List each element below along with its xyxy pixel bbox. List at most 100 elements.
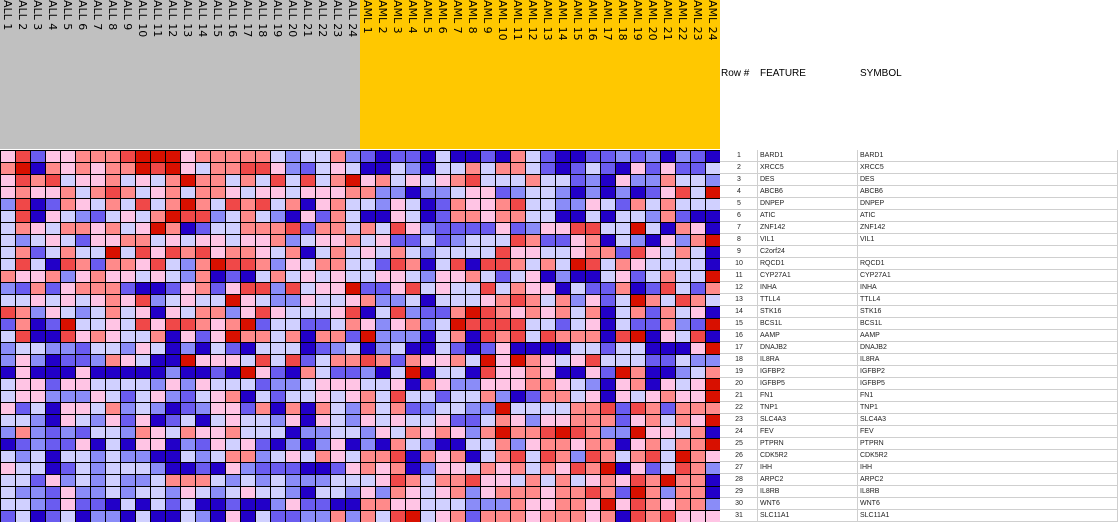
heatmap-cell bbox=[345, 234, 361, 247]
heatmap-cell bbox=[525, 330, 541, 343]
heatmap-cell bbox=[495, 234, 511, 247]
heatmap-cell bbox=[660, 318, 676, 331]
heatmap-cell bbox=[270, 306, 286, 319]
heatmap-cell bbox=[375, 426, 391, 439]
feature-cell: IHH bbox=[760, 464, 773, 471]
heatmap-cell bbox=[675, 486, 691, 499]
heatmap-cell bbox=[450, 342, 466, 355]
heatmap-cell bbox=[75, 378, 91, 391]
heatmap-cell bbox=[480, 414, 496, 427]
heatmap-cell bbox=[330, 306, 346, 319]
heatmap-cell bbox=[690, 258, 706, 271]
heatmap-cell bbox=[285, 210, 301, 223]
heatmap-cell bbox=[30, 294, 46, 307]
heatmap-cell bbox=[240, 486, 256, 499]
column-label: ALL 8 bbox=[106, 0, 119, 31]
heatmap-cell bbox=[510, 378, 526, 391]
heatmap-cell bbox=[540, 222, 556, 235]
row-number: 23 bbox=[735, 416, 743, 423]
heatmap-cell bbox=[645, 318, 661, 331]
symbol-cell: STK16 bbox=[860, 308, 882, 315]
feature-cell: BCS1L bbox=[760, 320, 783, 327]
heatmap-cell bbox=[15, 210, 31, 223]
heatmap-cell bbox=[525, 378, 541, 391]
feature-cell: IGFBP5 bbox=[760, 380, 785, 387]
heatmap-cell bbox=[255, 510, 271, 522]
heatmap-cell bbox=[75, 150, 91, 163]
heatmap-cell bbox=[45, 366, 61, 379]
heatmap-cell bbox=[495, 486, 511, 499]
heatmap-cell bbox=[90, 222, 106, 235]
heatmap-cell bbox=[90, 510, 106, 522]
heatmap-cell bbox=[45, 510, 61, 522]
heatmap-cell bbox=[240, 186, 256, 199]
heatmap-cell bbox=[165, 282, 181, 295]
heatmap-cell bbox=[345, 462, 361, 475]
column-label: ALL 12 bbox=[166, 0, 179, 38]
heatmap-cell bbox=[0, 234, 16, 247]
heatmap-cell bbox=[705, 186, 720, 199]
heatmap-cell bbox=[480, 510, 496, 522]
heatmap-cell bbox=[285, 438, 301, 451]
heatmap-cell bbox=[525, 390, 541, 403]
heatmap-cell bbox=[540, 462, 556, 475]
heatmap-cell bbox=[555, 426, 571, 439]
row-number: 7 bbox=[737, 224, 741, 231]
heatmap-cell bbox=[510, 150, 526, 163]
heatmap-cell bbox=[90, 198, 106, 211]
heatmap-cell bbox=[255, 426, 271, 439]
heatmap-cell bbox=[375, 474, 391, 487]
heatmap-cell bbox=[165, 210, 181, 223]
heatmap-cell bbox=[225, 330, 241, 343]
heatmap-cell bbox=[225, 402, 241, 415]
heatmap-cell bbox=[615, 234, 631, 247]
heatmap-cell bbox=[390, 366, 406, 379]
heatmap-cell bbox=[600, 378, 616, 391]
heatmap-cell bbox=[210, 510, 226, 522]
heatmap-cell bbox=[630, 438, 646, 451]
heatmap-cell bbox=[270, 174, 286, 187]
heatmap-cell bbox=[75, 390, 91, 403]
symbol-cell: SLC4A3 bbox=[860, 416, 887, 423]
heatmap-cell bbox=[675, 282, 691, 295]
heatmap-cell bbox=[225, 222, 241, 235]
heatmap-cell bbox=[450, 402, 466, 415]
heatmap-cell bbox=[255, 270, 271, 283]
heatmap-cell bbox=[225, 150, 241, 163]
heatmap-cell bbox=[180, 414, 196, 427]
heatmap-cell bbox=[465, 150, 481, 163]
heatmap-cell bbox=[135, 162, 151, 175]
heatmap-cell bbox=[165, 366, 181, 379]
heatmap-cell bbox=[210, 354, 226, 367]
heatmap-cell bbox=[330, 174, 346, 187]
heatmap-cell bbox=[0, 354, 16, 367]
row-number: 1 bbox=[737, 152, 741, 159]
heatmap-cell bbox=[465, 414, 481, 427]
heatmap-cell bbox=[315, 294, 331, 307]
heatmap-cell bbox=[570, 366, 586, 379]
heatmap-cell bbox=[615, 342, 631, 355]
table-row: 28 ARPC2 ARPC2 bbox=[720, 474, 1118, 486]
column-label: ALL 1 bbox=[1, 0, 14, 31]
heatmap-cell bbox=[540, 318, 556, 331]
heatmap-cell bbox=[660, 390, 676, 403]
heatmap-cell bbox=[645, 486, 661, 499]
heatmap-cell bbox=[690, 222, 706, 235]
heatmap-cell bbox=[75, 414, 91, 427]
heatmap-cell bbox=[255, 246, 271, 259]
heatmap-cell bbox=[615, 222, 631, 235]
heatmap-cell bbox=[420, 402, 436, 415]
heatmap-cell bbox=[390, 486, 406, 499]
heatmap-cell bbox=[510, 318, 526, 331]
heatmap-cell bbox=[270, 246, 286, 259]
heatmap-cell bbox=[495, 258, 511, 271]
heatmap-cell bbox=[405, 450, 421, 463]
heatmap-cell bbox=[645, 510, 661, 522]
heatmap-cell bbox=[345, 450, 361, 463]
heatmap-cell bbox=[555, 270, 571, 283]
heatmap-cell bbox=[330, 342, 346, 355]
heatmap-cell bbox=[225, 162, 241, 175]
heatmap-cell bbox=[690, 174, 706, 187]
heatmap-cell bbox=[375, 210, 391, 223]
heatmap-cell bbox=[465, 318, 481, 331]
